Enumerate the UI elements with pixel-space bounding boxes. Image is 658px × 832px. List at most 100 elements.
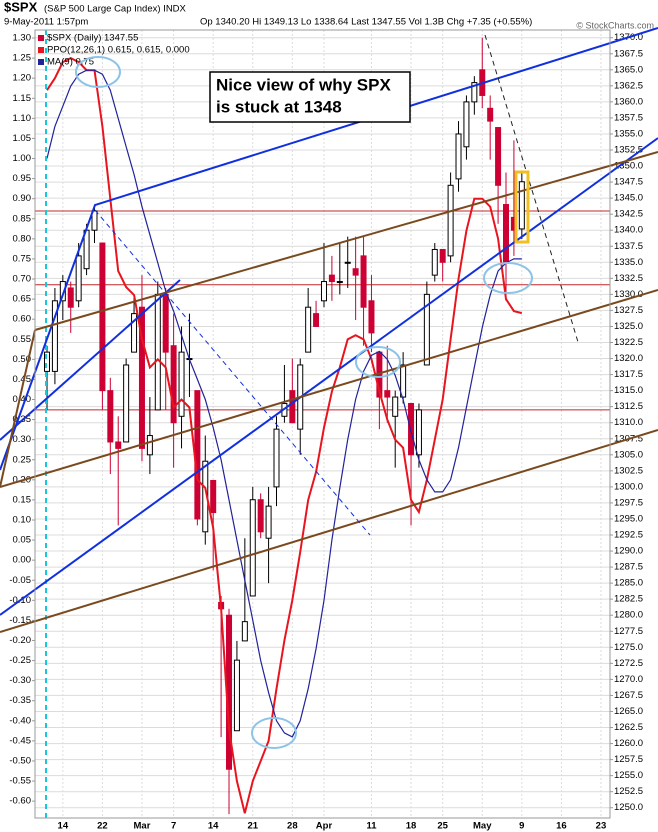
candle-body [384,390,391,398]
legend-swatch [38,47,44,53]
candle-body [423,293,430,366]
candle-body [415,409,422,456]
candle-body [439,248,446,263]
y-tick-label: 1320.0 [614,353,643,364]
highlight-circle [75,56,121,88]
y2-tick-label: 0.85 [13,213,32,224]
highlight-circle [483,262,533,294]
candle-body [131,313,138,353]
candle-body [51,300,58,372]
y-tick-label: 1265.0 [614,706,643,717]
x-tick-label: 28 [287,821,298,832]
candle-body [313,313,320,327]
y2-tick-label: 1.10 [13,113,32,124]
candle-body [455,133,462,180]
candle-body [107,390,114,443]
y-tick-label: 1332.5 [614,273,643,284]
highlight-circle [355,346,401,378]
y-tick-label: 1335.0 [614,257,643,268]
y2-tick-label: 0.30 [13,434,32,445]
legend-swatch [38,59,44,65]
y2-tick-label: 0.15 [13,494,32,505]
y2-tick-label: 0.45 [13,374,32,385]
candle-body [328,274,335,283]
y2-tick-label: -0.45 [9,735,31,746]
annotation-text: Nice view of why SPX [216,75,391,94]
candle-body [170,345,177,424]
y2-tick-label: 1.25 [13,53,32,64]
legend-swatch [38,35,44,41]
candle-body [463,101,470,148]
y2-tick-label: 0.60 [13,314,32,325]
channel-line [0,329,36,488]
candle-body [59,281,66,302]
channel-line [0,289,658,488]
candle-body [320,281,327,302]
y2-tick-label: 1.00 [13,153,32,164]
candle-body [249,499,256,597]
y-tick-label: 1357.5 [614,112,643,123]
x-tick-label: 25 [437,821,448,832]
candle-body [518,181,525,230]
y-tick-label: 1275.0 [614,642,643,653]
indicator-line [46,56,523,814]
y-tick-label: 1337.5 [614,241,643,252]
candle-body [503,204,509,263]
x-tick-label: 7 [171,821,176,832]
x-tick-label: Apr [316,821,333,832]
x-tick-label: 23 [596,821,607,832]
y-tick-label: 1360.0 [614,96,643,107]
y-tick-label: 1270.0 [614,674,643,685]
y2-tick-label: -0.40 [9,715,31,726]
y2-tick-label: -0.60 [9,796,31,807]
candle-body [352,268,359,276]
trend-line [0,279,181,441]
candle-body [289,390,296,424]
y-tick-label: 1302.5 [614,465,643,476]
candle-body [344,261,351,264]
y-tick-label: 1300.0 [614,481,643,492]
y-tick-label: 1362.5 [614,80,643,91]
candle-body [273,428,280,488]
candle-body [400,364,407,398]
trend-line [0,137,658,616]
candle-body [408,402,415,456]
y-tick-label: 1280.0 [614,610,643,621]
dashed-line [94,209,371,536]
candle-body [67,287,74,308]
legend-label: MA(9) 0.75 [47,57,94,68]
y2-tick-label: 1.05 [13,133,32,144]
candle-body [265,505,272,539]
y-tick-label: 1312.5 [614,401,643,412]
y-tick-label: 1355.0 [614,128,643,139]
y-tick-label: 1317.5 [614,369,643,380]
candle-body [431,248,438,276]
y2-tick-label: 1.15 [13,93,32,104]
y-tick-label: 1342.5 [614,209,643,220]
candle-body [447,184,454,257]
candle-body [257,499,264,533]
y-tick-label: 1287.5 [614,562,643,573]
y2-tick-label: -0.30 [9,675,31,686]
y2-tick-label: 1.20 [13,73,32,84]
y-tick-label: 1262.5 [614,722,643,733]
y-tick-label: 1290.0 [614,546,643,557]
y-tick-label: 1347.5 [614,177,643,188]
y-tick-label: 1267.5 [614,690,643,701]
y2-tick-label: 0.05 [13,535,32,546]
candle-body [162,293,169,353]
y2-tick-label: 0.25 [13,454,32,465]
annotation-text: is stuck at 1348 [216,97,342,116]
candle-body [75,255,82,302]
candle-body [115,441,122,449]
chart-title: $SPX [4,0,38,14]
y2-tick-label: 0.80 [13,233,32,244]
y2-tick-label: -0.35 [9,695,31,706]
x-tick-label: 22 [97,821,108,832]
candle-body [91,210,98,231]
y2-tick-label: -0.05 [9,575,31,586]
candle-body [487,107,494,122]
candle-body [471,82,478,103]
x-tick-label: 11 [366,821,377,832]
y2-tick-label: -0.55 [9,776,31,787]
